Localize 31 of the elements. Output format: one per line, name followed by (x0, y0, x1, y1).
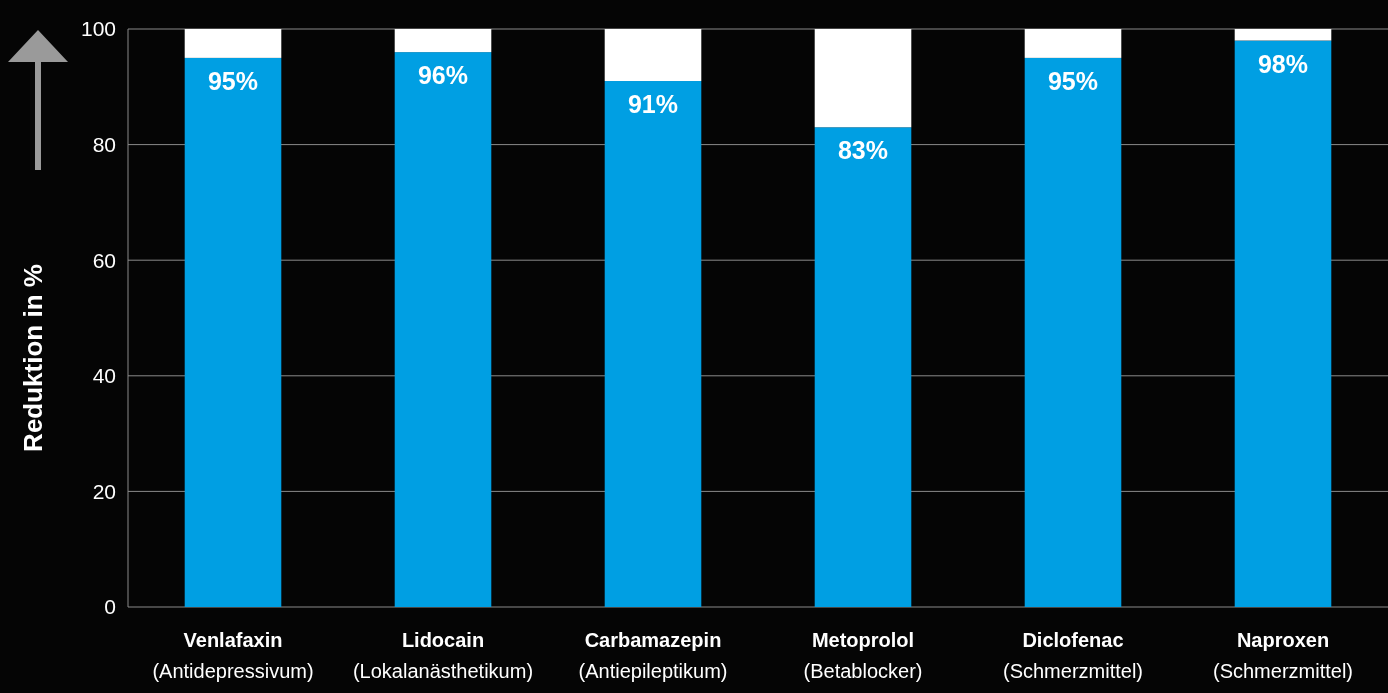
bar (814, 29, 912, 128)
y-tick-label: 20 (92, 479, 116, 503)
data-label: 91% (627, 90, 679, 119)
y-tick-label: 40 (92, 364, 116, 388)
data-label: 96% (417, 61, 469, 90)
y-tick-label: 0 (104, 595, 116, 619)
data-label: 98% (1257, 49, 1309, 78)
bar (814, 127, 912, 607)
bar (1024, 29, 1122, 58)
bar (1024, 57, 1122, 607)
y-tick-label: 100 (80, 17, 116, 41)
y-tick-label: 80 (92, 132, 116, 156)
bar (394, 29, 492, 53)
bar (394, 52, 492, 607)
x-tick-label: Lidocain (Lokalanästhetikum) (352, 629, 534, 682)
bar (184, 57, 282, 607)
y-tick-label: 60 (92, 248, 116, 272)
bar (604, 81, 702, 607)
y-axis-title: Reduktion in % (18, 264, 48, 452)
x-tick-label: Diclofenac (Schmerzmittel) (1002, 629, 1144, 682)
x-tick-label: Naproxen (Schmerzmittel) (1212, 629, 1354, 682)
bar (1234, 29, 1332, 41)
data-label: 95% (207, 66, 259, 95)
x-tick-label: Metoprolol (Betablocker) (803, 629, 923, 682)
bar (184, 29, 282, 58)
x-tick-label: Carbamazepin (Antiepileptikum) (578, 629, 728, 682)
x-tick-label: Venlafaxin (Antidepressivum) (152, 629, 314, 682)
data-label: 95% (1047, 66, 1099, 95)
bar (1234, 40, 1332, 607)
bar (604, 29, 702, 82)
data-label: 83% (837, 136, 889, 165)
